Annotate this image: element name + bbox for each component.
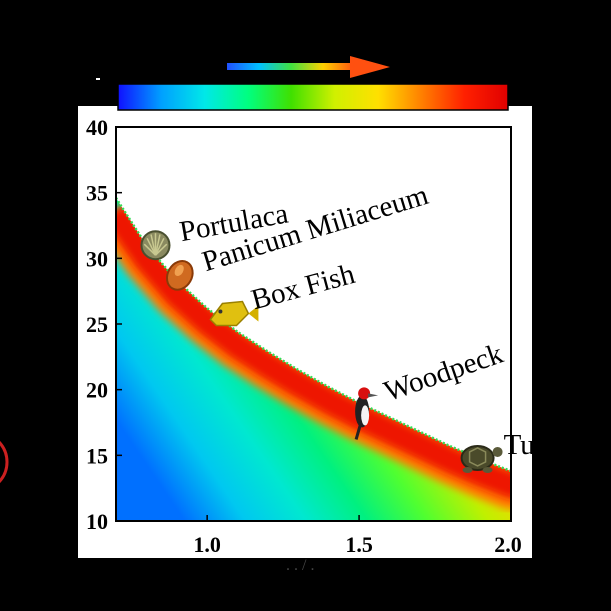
x-tick-label: 1.0 [193,532,221,557]
y-tick-label: 40 [86,115,108,140]
y-tick-label: 35 [86,181,108,206]
decorative-ring-icon [0,440,9,484]
boxfish-icon [209,300,259,327]
colorbar-arrow-shaft [227,63,355,70]
x-tick-label: 1.5 [345,532,373,557]
y-tick-label: 25 [86,312,108,337]
y-tick-label: 30 [86,246,108,271]
small-white-mark [96,78,100,80]
y-tick-label: 20 [86,378,108,403]
x-tick-label: 2.0 [494,532,522,557]
x-axis-label-fragment: . . / . [286,557,314,574]
woodpecker-icon [354,387,379,440]
shell-icon [140,230,171,261]
annotation-label: Tu [504,429,535,461]
colorbar-arrow-head [350,56,390,78]
white-region [116,127,511,472]
seed-icon [165,260,194,291]
axis-ticks: 10 15 20 25 30 35 40 1.0 1.5 2.0 [86,115,522,557]
y-tick-label: 10 [86,509,108,534]
colorbar [117,83,509,111]
y-tick-label: 15 [86,443,108,468]
turtle-icon [460,444,503,473]
